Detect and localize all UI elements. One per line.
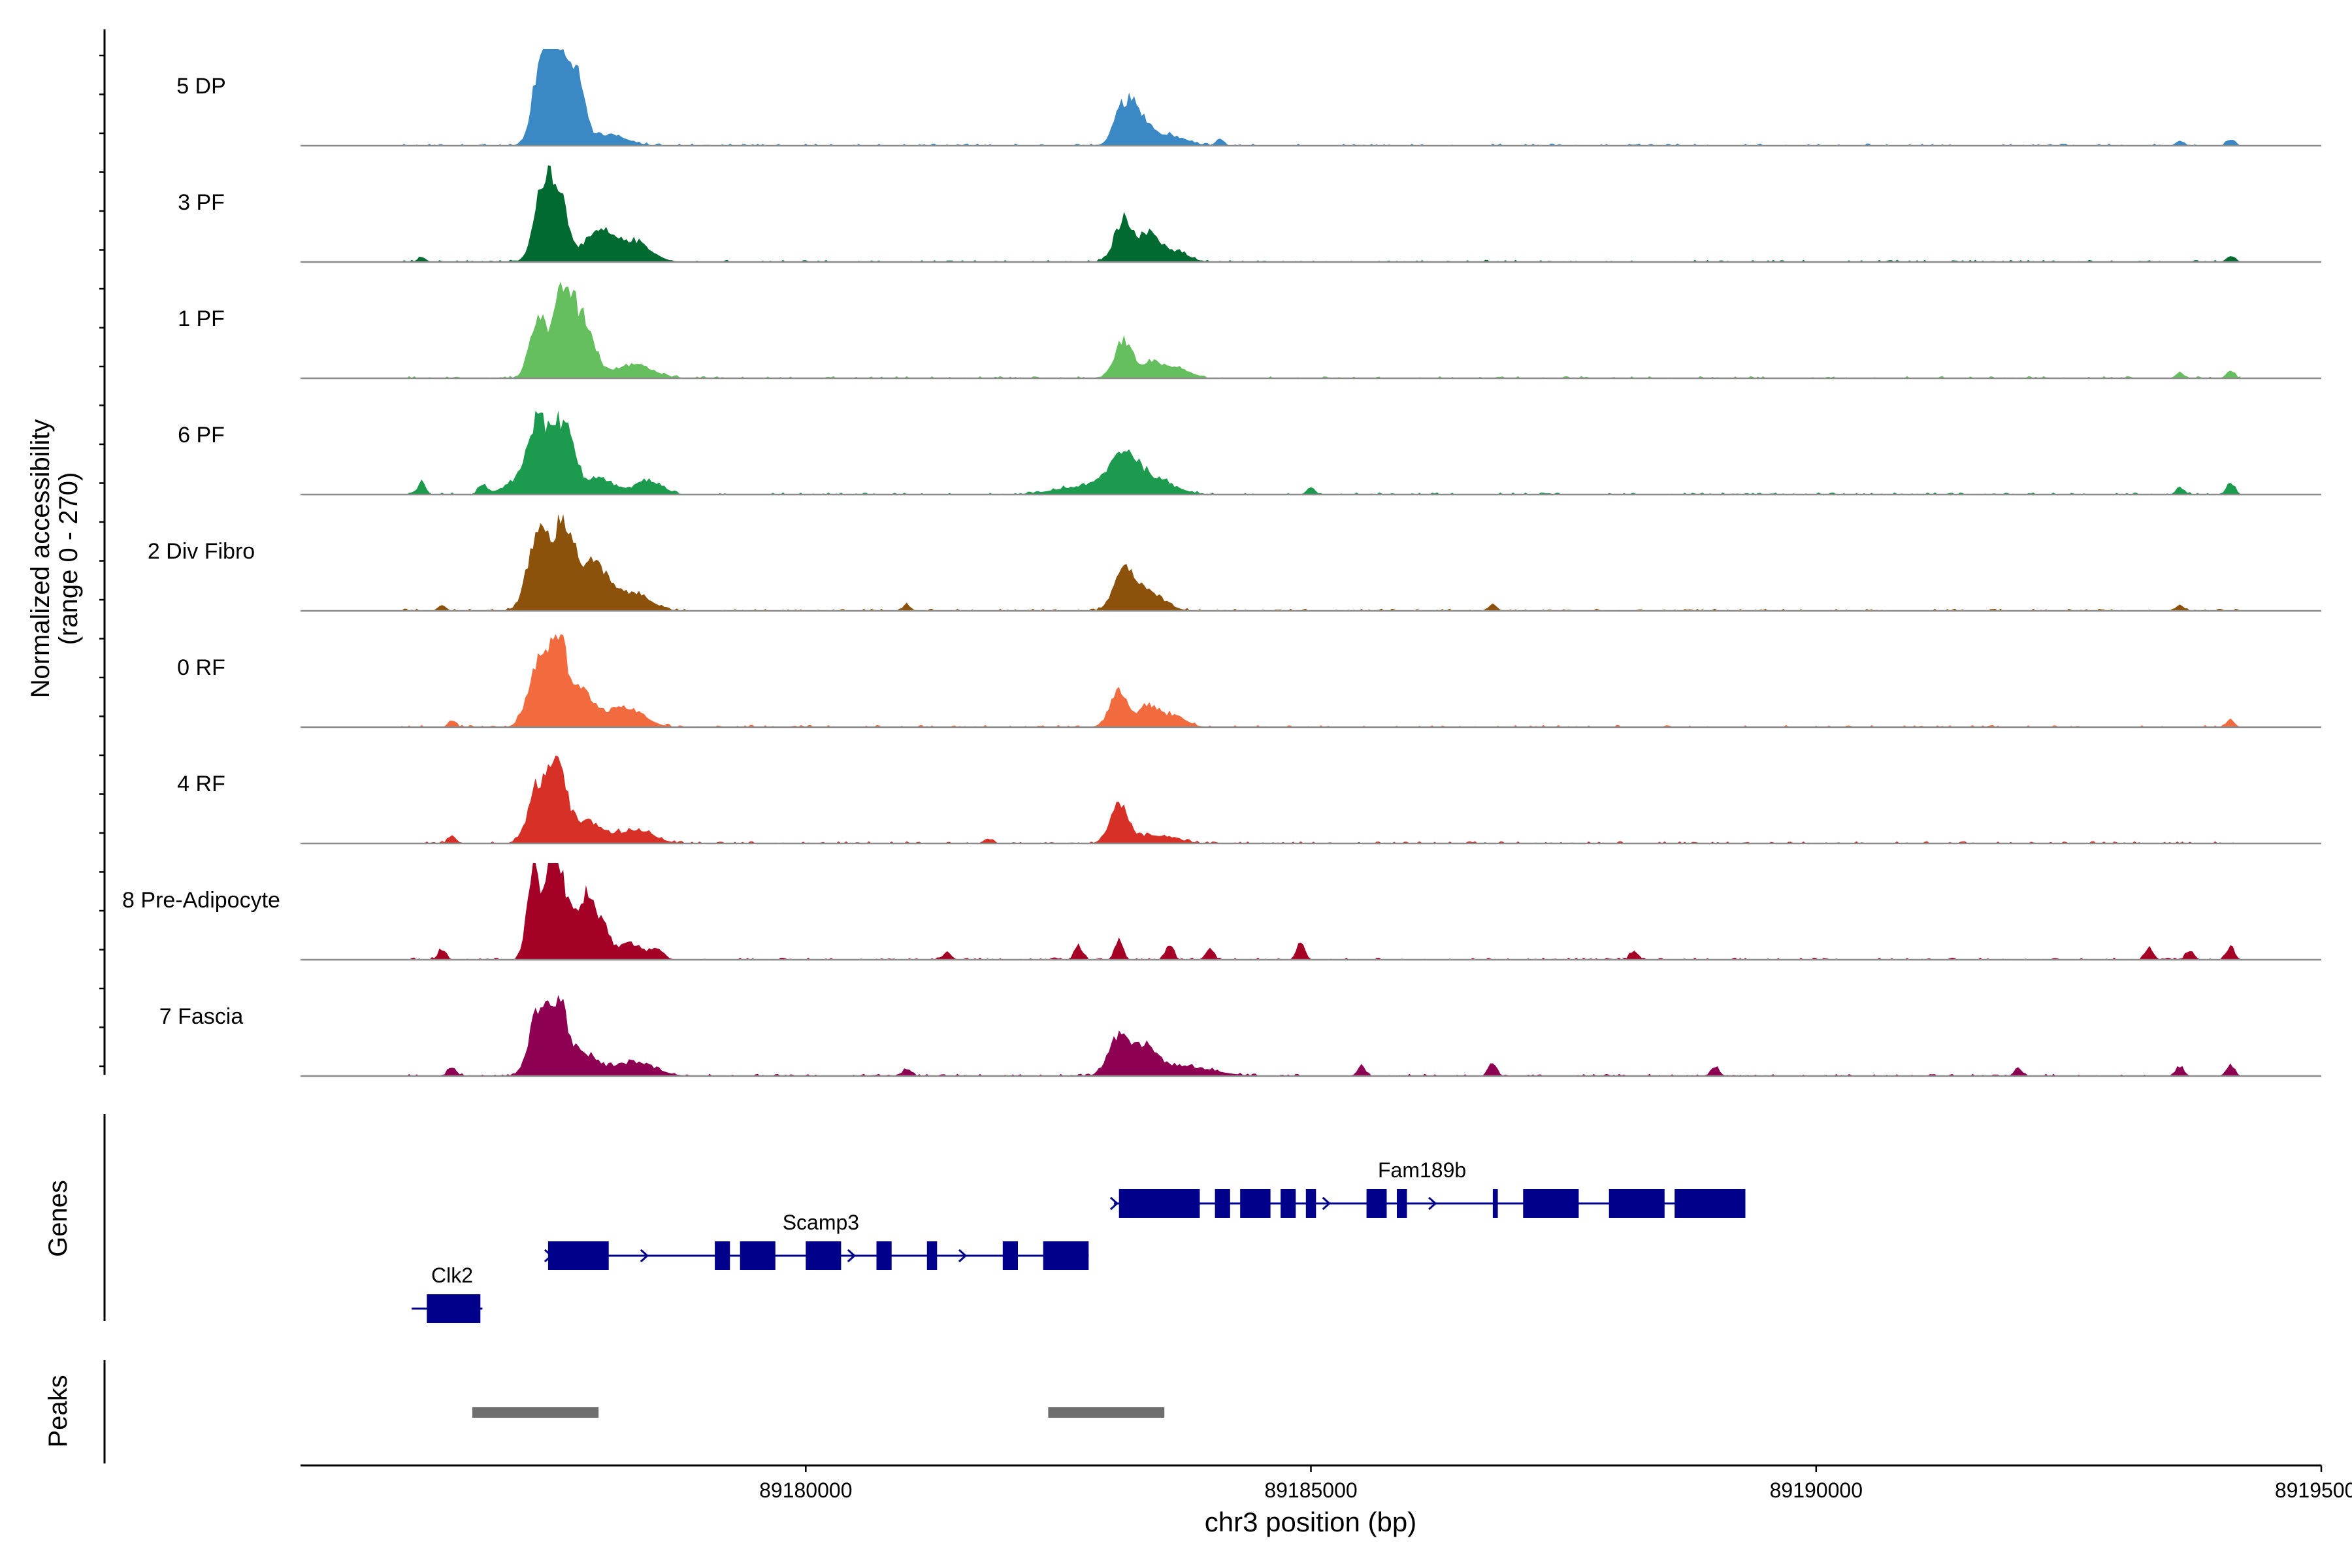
gene-2: Fam189b (1109, 1158, 1746, 1218)
genes-label: Genes (44, 1180, 73, 1257)
gene-strand-arrow (1109, 1196, 1119, 1211)
track-coverage-area (401, 165, 2241, 262)
gene-exon (1609, 1189, 1665, 1218)
gene-1: Scamp3 (544, 1211, 1089, 1270)
gene-0: Clk2 (412, 1264, 483, 1323)
y-axis-coverage: Normalized accessibility (range 0 - 270) (26, 29, 106, 1075)
gene-strand-arrow (1428, 1196, 1437, 1211)
x-axis-tick-label: 89190000 (1770, 1478, 1863, 1502)
y-axis-title-line1: Normalized accessibility (26, 419, 55, 698)
track-4: 2 Div Fibro (148, 514, 2321, 612)
track-1: 3 PF (178, 165, 2321, 263)
track-label: 7 Fascia (159, 1004, 244, 1029)
track-label: 3 PF (178, 190, 225, 215)
track-0: 5 DP (176, 49, 2321, 147)
track-coverage-area (401, 863, 2241, 960)
y-axis-title-line2: (range 0 - 270) (54, 472, 83, 645)
track-label: 8 Pre-Adipocyte (122, 888, 280, 913)
gene-exon (1240, 1189, 1271, 1218)
peak-region (472, 1407, 599, 1418)
track-5: 0 RF (177, 634, 2321, 728)
gene-exon (1492, 1189, 1498, 1218)
gene-exon (1523, 1189, 1579, 1218)
track-label: 0 RF (177, 655, 225, 680)
x-axis-ticks: 89180000 89185000 89190000 89195000 (759, 1465, 2352, 1502)
gene-exon (1305, 1189, 1316, 1218)
track-label: 2 Div Fibro (148, 539, 255, 564)
y-axis-ticks (99, 54, 105, 1068)
gene-exon (806, 1241, 841, 1270)
gene-exon (1674, 1189, 1746, 1218)
gene-exon (1215, 1189, 1230, 1218)
gene-strand-arrow (847, 1249, 857, 1263)
x-axis-tick-label: 89195000 (2275, 1478, 2352, 1502)
gene-exon (1002, 1241, 1018, 1270)
gene-exon (740, 1241, 776, 1270)
x-axis-title: chr3 position (bp) (1205, 1507, 1417, 1537)
gene-strand-arrow (544, 1249, 553, 1263)
peak-regions (472, 1407, 1165, 1418)
peaks-label: Peaks (44, 1375, 73, 1447)
gene-exon (547, 1241, 609, 1270)
x-axis-tick-label: 89185000 (1264, 1478, 1357, 1502)
gene-exon (926, 1241, 938, 1270)
gene-exon (876, 1241, 892, 1270)
gene-exon (715, 1241, 730, 1270)
peaks-panel: Peaks (44, 1360, 1165, 1463)
gene-label: Scamp3 (783, 1211, 859, 1234)
gene-label: Clk2 (431, 1264, 473, 1287)
coverage-tracks: 5 DP 3 PF 1 PF 6 PF 2 Div Fibro 0 RF 4 RF 8 Pre… (122, 49, 2321, 1077)
gene-exon (427, 1294, 481, 1323)
x-axis: 89180000 89185000 89190000 89195000 chr3 po… (301, 1464, 2352, 1537)
gene-exon (1043, 1241, 1089, 1270)
gene-strand-arrow (958, 1249, 968, 1263)
track-coverage-area (401, 634, 2241, 727)
gene-exon (1281, 1189, 1296, 1218)
x-axis-tick-label: 89180000 (759, 1478, 852, 1502)
track-6: 4 RF (177, 755, 2321, 845)
track-coverage-area (401, 994, 2241, 1076)
track-coverage-area (401, 410, 2241, 495)
track-7: 8 Pre-Adipocyte (122, 863, 2321, 961)
track-coverage-area (401, 282, 2241, 378)
track-label: 4 RF (177, 772, 225, 796)
track-label: 1 PF (178, 306, 225, 331)
gene-strand-arrow (1322, 1196, 1331, 1211)
peak-region (1048, 1407, 1165, 1418)
track-coverage-area (401, 514, 2241, 611)
gene-label: Fam189b (1378, 1158, 1466, 1182)
gene-exon (1366, 1189, 1387, 1218)
gene-strand-arrow (640, 1249, 649, 1263)
track-8: 7 Fascia (159, 994, 2321, 1077)
track-label: 6 PF (178, 423, 225, 448)
genes-panel: Genes Clk2 Scamp3 Fam189b (44, 1114, 1746, 1323)
track-label: 5 DP (176, 74, 226, 99)
track-coverage-area (401, 49, 2241, 146)
gene-models: Clk2 Scamp3 Fam189b (412, 1158, 1746, 1323)
gene-exon (1119, 1189, 1200, 1218)
track-2: 1 PF (178, 282, 2321, 380)
track-coverage-area (401, 755, 2241, 843)
gene-exon (1397, 1189, 1407, 1218)
track-3: 6 PF (178, 410, 2321, 496)
